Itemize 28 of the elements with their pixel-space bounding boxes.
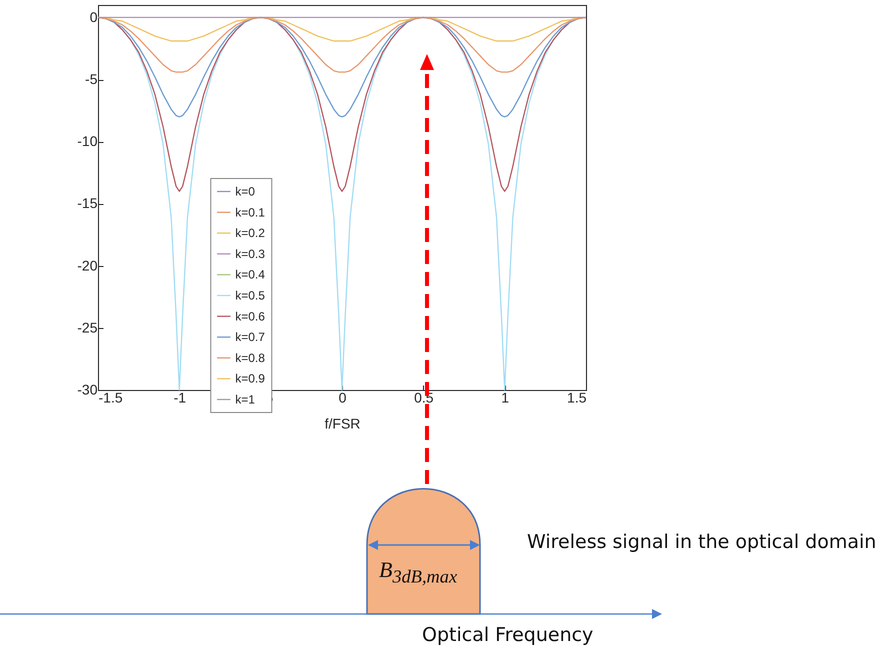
y-tick-label: 0 — [90, 8, 98, 25]
legend-label: k=0.8 — [235, 350, 266, 365]
y-tick-label: -10 — [77, 133, 98, 150]
text: Optical Frequency — [422, 624, 594, 646]
y-tick-label: -15 — [77, 195, 98, 212]
x-tick-label: 0 — [338, 390, 347, 406]
legend-label: k=0.7 — [235, 330, 266, 344]
legend-label: k=0.5 — [235, 288, 266, 302]
text: B$_{3dB,max}$ — [379, 557, 458, 588]
legend-label: k=0.6 — [235, 309, 266, 324]
legend-label: k=0.3 — [235, 246, 266, 261]
legend-label: k=0.2 — [235, 226, 266, 240]
y-tick-label: -5 — [85, 71, 98, 88]
x-tick-label: -1.5 — [98, 390, 123, 406]
line-series — [97, 16, 587, 73]
legend-label: k=1 — [235, 392, 256, 406]
x-tick-label: -1 — [174, 390, 186, 406]
text: Wireless signal in the optical domain — [527, 531, 876, 553]
legend-label: k=0.4 — [235, 268, 266, 282]
x-tick-label: 1 — [501, 390, 510, 406]
y-tick-label: -30 — [77, 382, 98, 398]
x-axis-title: f/FSR — [324, 416, 360, 432]
x-tick-label: 1.5 — [567, 390, 587, 406]
legend-label: k=0.9 — [235, 372, 266, 386]
legend-label: k=0.1 — [235, 205, 266, 220]
legend-label: k=0 — [235, 184, 256, 198]
y-tick-label: -20 — [77, 257, 98, 274]
y-tick-label: -25 — [77, 319, 98, 336]
